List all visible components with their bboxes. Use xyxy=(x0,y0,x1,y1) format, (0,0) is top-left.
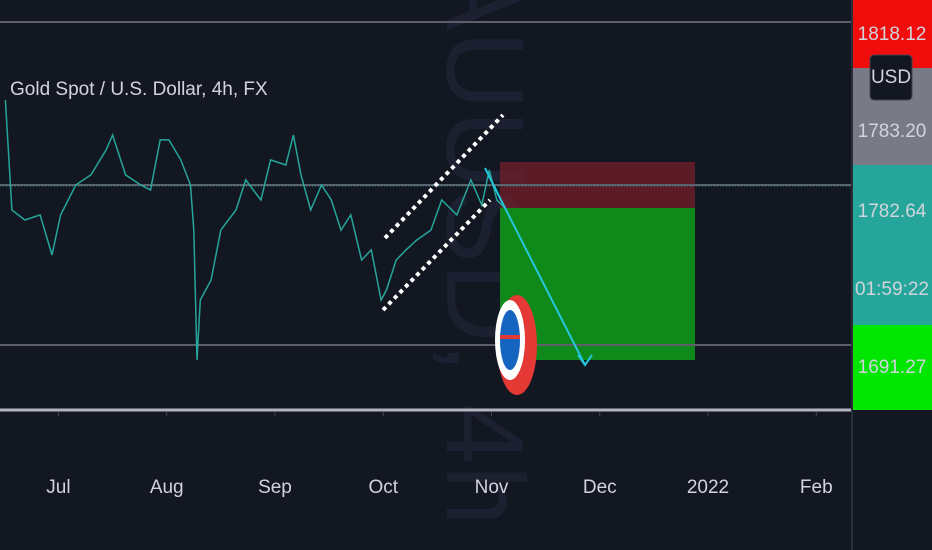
x-tick-label: Dec xyxy=(583,477,617,498)
currency-button[interactable] xyxy=(869,54,913,101)
x-tick-label: 2022 xyxy=(687,477,729,498)
x-tick-label: Nov xyxy=(475,477,509,498)
x-tick-label: Sep xyxy=(258,477,292,498)
channel-line xyxy=(381,198,492,312)
x-tick-label: Oct xyxy=(368,477,398,498)
price-label-box xyxy=(853,165,932,325)
countdown: 01:59:22 xyxy=(855,279,929,300)
price-line xyxy=(4,100,508,361)
x-tick-label: Aug xyxy=(150,477,184,498)
projection-arrow xyxy=(484,167,586,366)
currency[interactable]: USD xyxy=(871,67,911,88)
x-tick-label: Jul xyxy=(46,477,70,498)
price-label: 1818.12 xyxy=(858,24,927,45)
price-label: 1782.64 xyxy=(858,201,927,222)
price-label: 1691.27 xyxy=(858,357,927,378)
chart-title: Gold Spot / U.S. Dollar, 4h, FX xyxy=(10,79,268,100)
arrow-head xyxy=(577,354,593,367)
coin-icon xyxy=(495,295,537,395)
price-label-box xyxy=(853,325,932,410)
x-tick-label: Feb xyxy=(800,477,833,498)
price-label: 1783.20 xyxy=(858,121,927,142)
